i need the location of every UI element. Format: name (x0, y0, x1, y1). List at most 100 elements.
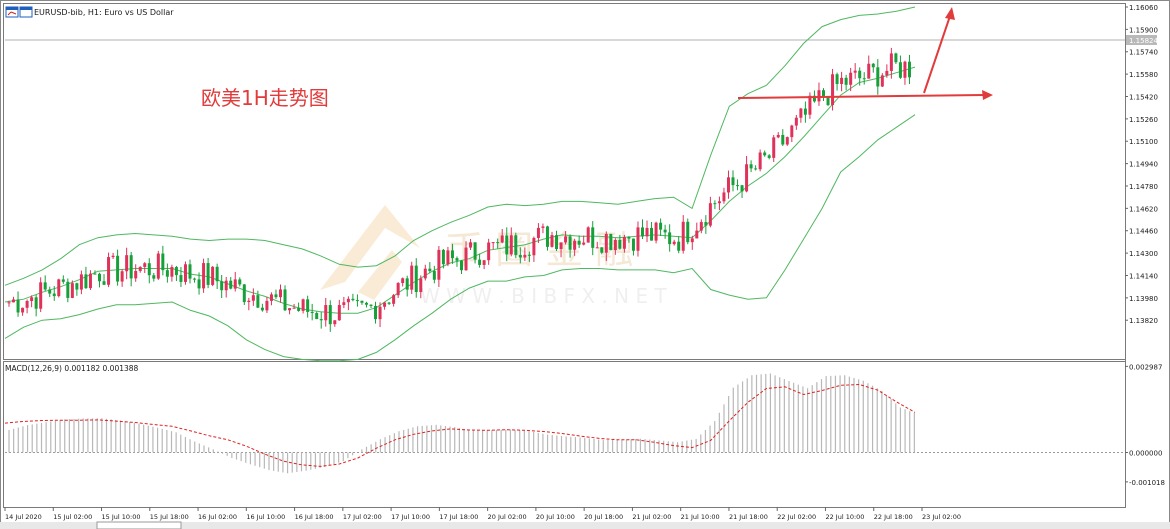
candle-body (749, 164, 753, 169)
watermark-url: W W W . B I B F X . N E T (420, 284, 667, 308)
candle-body (414, 265, 418, 293)
macd-label: MACD(12,26,9) 0.001182 0.001388 (5, 364, 139, 373)
candle-body (396, 283, 400, 296)
candle-body (473, 242, 477, 260)
time-tick-label: 16 Jul 18:00 (295, 513, 334, 521)
candle-body (116, 255, 120, 282)
candle-body (527, 254, 531, 256)
candle-body (405, 278, 409, 290)
time-tick-label: 21 Jul 02:00 (632, 513, 671, 521)
candle-body (568, 236, 572, 250)
candle-body (690, 238, 694, 243)
price-tick-label: 1.14300 (1129, 250, 1158, 258)
candle-body (650, 227, 654, 241)
candle-body (423, 268, 427, 279)
candle-body (297, 307, 301, 311)
tab-active[interactable] (96, 521, 182, 529)
horizontal-arrow-head (982, 90, 993, 100)
candle-body (12, 299, 16, 303)
candle-body (66, 281, 70, 298)
candle-body (672, 241, 676, 245)
candle-body (360, 300, 364, 303)
candle-body (324, 305, 328, 321)
candle-body (790, 125, 794, 138)
time-tick-label: 21 Jul 10:00 (681, 513, 720, 521)
candle-body (613, 239, 617, 251)
candle-body (306, 299, 310, 312)
price-tick-label: 1.14460 (1129, 228, 1158, 236)
candle-body (16, 299, 20, 313)
candle-body (129, 255, 133, 279)
candle-body (826, 96, 830, 106)
candle-body (283, 289, 287, 311)
candle-body (704, 222, 708, 226)
candle-body (446, 250, 450, 265)
watermark-logo (320, 205, 420, 290)
candle-body (401, 278, 405, 284)
candle-body (319, 319, 323, 321)
candle-body (193, 278, 197, 280)
price-tick-label: 1.14620 (1129, 205, 1158, 213)
candle-body (677, 241, 681, 251)
macd-axis: 0.002987 0.000000 -0.001018 (1125, 363, 1165, 487)
candle-body (668, 232, 672, 245)
candle-body (686, 221, 690, 243)
bottom-scroll-bar[interactable] (0, 522, 1170, 529)
candle-body (523, 254, 527, 258)
candle-body (582, 242, 586, 245)
candle-body (595, 247, 599, 249)
candle-body (229, 280, 233, 289)
candle-body (536, 227, 540, 238)
candle-body (52, 293, 56, 297)
candle-body (794, 117, 798, 126)
time-tick-label: 22 Jul 18:00 (874, 513, 913, 521)
candle-body (274, 294, 278, 298)
candle-body (464, 247, 468, 271)
candle-body (374, 305, 378, 320)
candle-body (174, 267, 178, 276)
candle-body (179, 275, 183, 282)
candle-body (43, 282, 47, 290)
candle-body (509, 235, 513, 255)
candle-body (482, 260, 486, 265)
candle-body (559, 242, 563, 250)
candle-body (161, 253, 165, 271)
candle-body (573, 240, 577, 250)
time-tick-label: 15 Jul 18:00 (150, 513, 189, 521)
time-tick-label: 20 Jul 02:00 (488, 513, 527, 521)
price-tick-label: 1.15900 (1129, 26, 1158, 34)
candle-body (437, 249, 441, 280)
candle-body (840, 77, 844, 84)
candle-body (514, 235, 518, 255)
candle-body (265, 300, 269, 311)
candle-body (894, 53, 898, 63)
candle-body (34, 297, 38, 309)
time-tick-label: 22 Jul 10:00 (825, 513, 864, 521)
candle-body (125, 255, 129, 272)
candle-body (740, 185, 744, 192)
candle-body (355, 300, 359, 302)
bollinger-upper-line (4, 6, 916, 286)
candle-body (722, 192, 726, 202)
candle-body (233, 279, 237, 289)
chart-title-text: EURUSD-bib, H1: Euro vs US Dollar (34, 8, 174, 17)
price-tick-label: 1.13980 (1129, 295, 1158, 303)
candle-body (600, 247, 604, 253)
candle-body (808, 95, 812, 115)
candle-body (269, 294, 273, 301)
candle-body (410, 265, 414, 290)
candle-body (880, 75, 884, 87)
chart-title: EURUSD-bib, H1: Euro vs US Dollar (5, 6, 174, 18)
time-axis: 14 Jul 2020 15 Jul 02:00 15 Jul 10:00 15 Ju… (4, 507, 961, 521)
current-price-tag (1126, 35, 1157, 45)
candle-body (754, 168, 758, 170)
candle-body (907, 61, 911, 78)
candle-body (586, 227, 590, 243)
candle-body (478, 259, 482, 265)
candle-body (776, 134, 780, 138)
candle-body (659, 222, 663, 230)
candle-body (903, 61, 907, 78)
candle-body (39, 282, 43, 309)
candle-body (7, 302, 11, 304)
